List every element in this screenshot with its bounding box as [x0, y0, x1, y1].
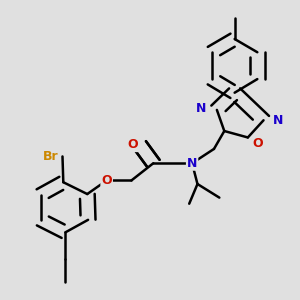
Text: O: O — [253, 137, 263, 150]
Text: N: N — [273, 114, 283, 127]
Text: N: N — [196, 102, 207, 115]
Text: N: N — [187, 157, 197, 170]
Text: O: O — [101, 174, 112, 187]
Text: Br: Br — [43, 150, 58, 163]
Text: O: O — [127, 138, 138, 151]
